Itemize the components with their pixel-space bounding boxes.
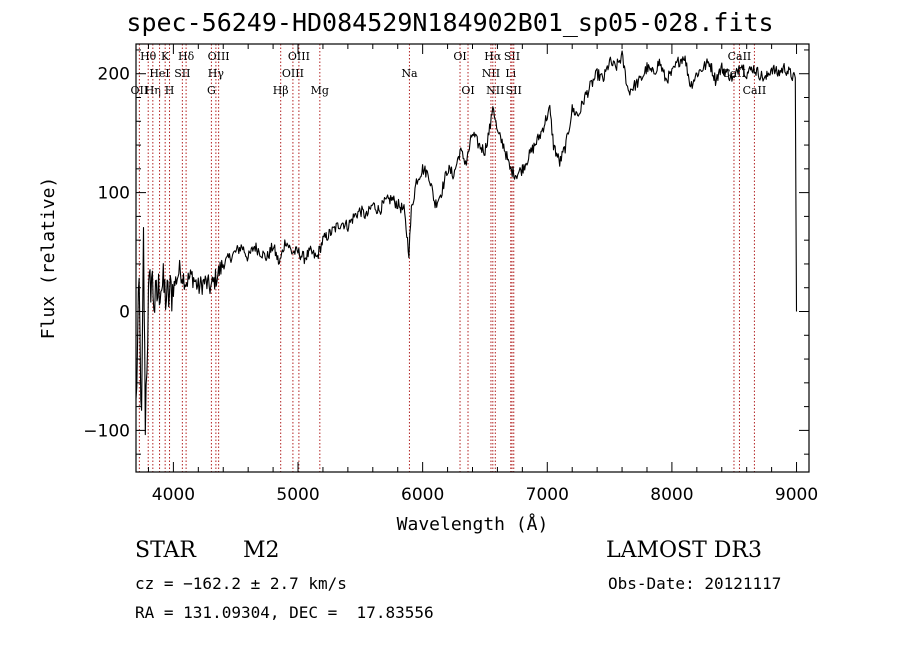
survey-label: LAMOST DR3 (606, 538, 762, 563)
line-marker-label: OII (131, 84, 149, 97)
y-tick-label: 100 (98, 184, 130, 204)
line-marker-label: SII (174, 67, 190, 80)
line-marker-label: CaII (728, 50, 752, 63)
line-marker-label: SII (504, 50, 520, 63)
line-marker-label: Hδ (178, 50, 195, 63)
y-tick-label: 200 (98, 65, 130, 85)
line-marker-label: Mg (311, 84, 329, 97)
y-tick-label: −100 (83, 421, 130, 441)
x-tick-label: 7000 (526, 485, 569, 505)
line-marker-label: OI (461, 84, 474, 97)
line-marker-label: HeI (149, 67, 169, 80)
plot-frame (135, 43, 810, 473)
x-tick-label: 6000 (401, 485, 444, 505)
line-marker-label: CaII (743, 84, 767, 97)
line-marker-label: OIII (208, 50, 230, 63)
line-marker-label: OI (453, 50, 466, 63)
line-marker-label: H (165, 84, 175, 97)
line-marker-label: Hγ (208, 67, 225, 80)
x-axis-label: Wavelength (Å) (397, 513, 549, 535)
coordinates-label: RA = 131.09304, DEC = 17.83556 (135, 603, 434, 622)
line-marker-label: Hθ (140, 50, 157, 63)
subclass-label: M2 (243, 538, 280, 563)
line-marker-label: K (161, 50, 170, 63)
line-marker-label: OIII (282, 67, 304, 80)
line-marker-label: SII (506, 84, 522, 97)
line-marker-label: OIII (288, 50, 310, 63)
x-tick-label: 4000 (152, 485, 195, 505)
line-marker-label: NII (486, 84, 504, 97)
line-marker-label: NII (482, 67, 500, 80)
x-tick-label: 8000 (650, 485, 693, 505)
obs-date-label: Obs-Date: 20121117 (608, 574, 782, 593)
line-marker-label: Hη (145, 84, 161, 97)
line-marker-label: Na (401, 67, 418, 80)
y-axis-label: Flux (relative) (38, 177, 59, 340)
line-marker-label: Hβ (273, 84, 289, 97)
x-tick-label: 9000 (775, 485, 818, 505)
line-marker-label: Hα (484, 50, 502, 63)
spectrum-line (135, 50, 798, 436)
object-class-label: STAR (135, 538, 196, 563)
x-tick-label: 5000 (276, 485, 319, 505)
chart-title: spec-56249-HD084529N184902B01_sp05-028.f… (126, 8, 774, 37)
line-marker-label: G (207, 84, 216, 97)
line-marker-label: Li (505, 67, 516, 80)
y-tick-label: 0 (119, 303, 130, 323)
redshift-label: cz = −162.2 ± 2.7 km/s (135, 574, 347, 593)
